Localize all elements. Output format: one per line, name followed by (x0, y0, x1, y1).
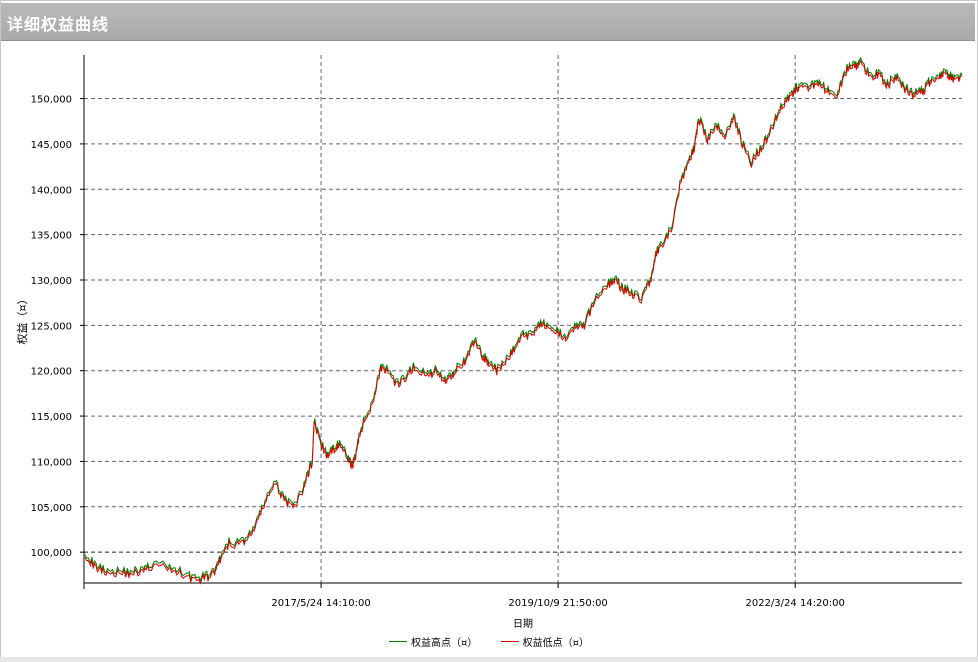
y-tick-label: 130,000 (31, 276, 72, 287)
series-line-low (83, 59, 963, 585)
y-tick-label: 100,000 (31, 548, 72, 559)
legend-label-low: 权益低点（¤） (522, 638, 589, 649)
y-tick-label: 120,000 (31, 367, 72, 378)
y-tick-label: 110,000 (31, 457, 72, 468)
y-tick-label: 145,000 (31, 140, 72, 151)
series-line-high (83, 56, 963, 583)
y-tick-label: 105,000 (31, 503, 72, 514)
y-tick-label: 115,000 (31, 412, 72, 423)
x-axis-title: 日期 (513, 618, 533, 630)
y-tick-label: 135,000 (31, 231, 72, 242)
legend-label-high: 权益高点（¤） (411, 638, 478, 649)
y-axis-title: 权益（¤） (15, 294, 29, 345)
window-title: 详细权益曲线 (7, 15, 110, 34)
bottom-scrollbar[interactable] (0, 657, 978, 662)
y-tick-label: 150,000 (31, 95, 72, 106)
chart-legend: 权益高点（¤） 权益低点（¤） (0, 634, 978, 649)
y-tick-label: 125,000 (31, 321, 72, 332)
title-bar: 详细权益曲线 (1, 3, 975, 41)
legend-swatch-high (389, 641, 408, 642)
legend-swatch-low (500, 641, 519, 642)
legend-item-low: 权益低点（¤） (500, 634, 589, 649)
y-tick-label: 140,000 (31, 185, 72, 196)
legend-item-high: 权益高点（¤） (389, 634, 477, 649)
x-tick-label: 2022/3/24 14:20:00 (745, 598, 844, 609)
x-tick-label: 2019/10/9 21:50:00 (508, 598, 607, 609)
x-tick-label: 2017/5/24 14:10:00 (271, 598, 370, 609)
